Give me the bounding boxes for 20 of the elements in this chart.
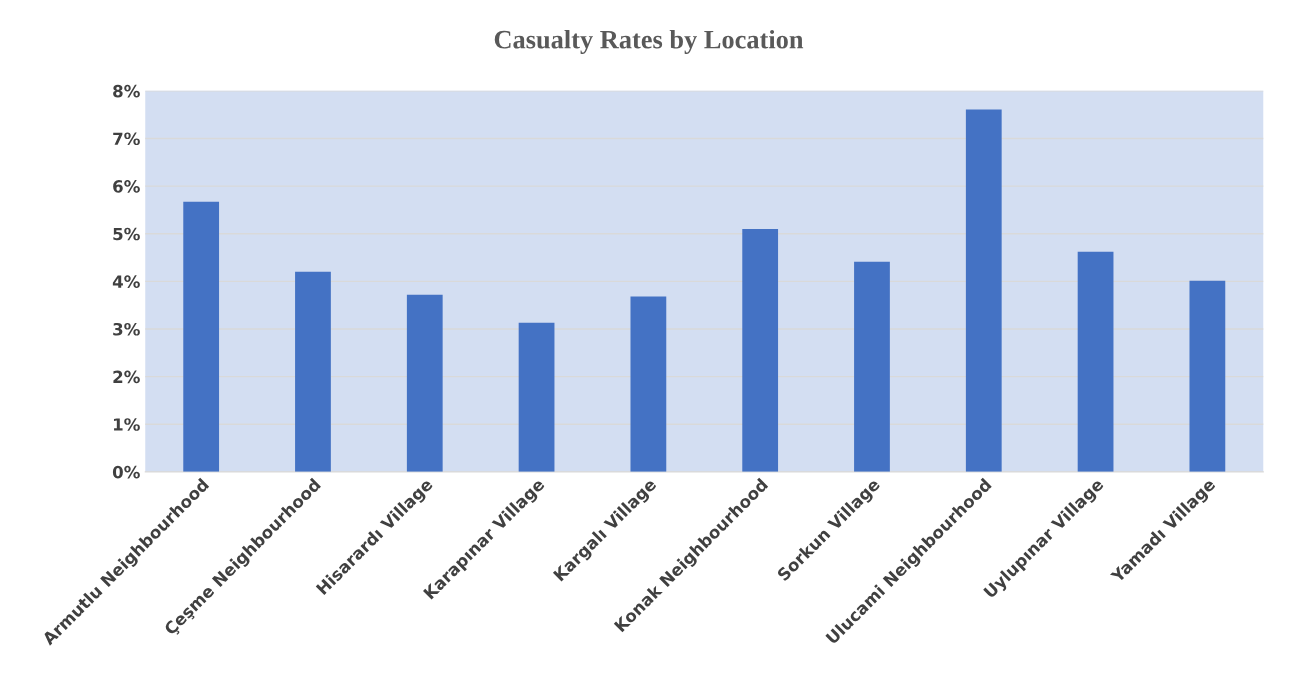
- y-tick-label: 0%: [112, 465, 140, 479]
- chart-title: Casualty Rates by Location: [494, 29, 804, 54]
- bar: [183, 201, 220, 472]
- y-tick-label: 5%: [113, 227, 140, 241]
- bar: [1077, 251, 1114, 472]
- y-tick-label: 7%: [113, 132, 140, 146]
- bar: [1189, 280, 1226, 472]
- y-tick-label: 4%: [112, 275, 140, 288]
- bar: [406, 294, 443, 472]
- y-tick-label: 3%: [113, 322, 140, 336]
- y-tick-label: 2%: [113, 370, 140, 384]
- y-tick-label: 8%: [113, 84, 140, 98]
- y-tick-label: 6%: [113, 180, 140, 193]
- bar: [965, 109, 1002, 472]
- bar: [295, 271, 331, 472]
- bar: [854, 261, 890, 472]
- bar: [742, 228, 779, 472]
- y-tick-label: 1%: [113, 418, 140, 431]
- bar: [630, 296, 667, 472]
- bar: [518, 322, 555, 472]
